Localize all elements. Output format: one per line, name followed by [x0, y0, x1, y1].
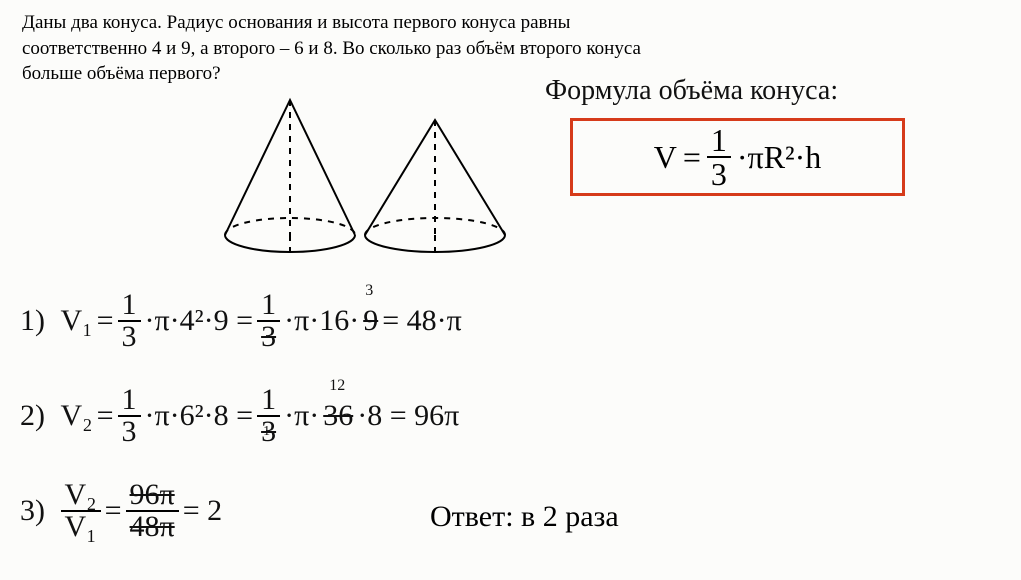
s1-var: V₁	[61, 304, 93, 338]
formula-title: Формула объёма конуса:	[545, 75, 838, 107]
s3-ratio: V₂ V₁	[61, 480, 101, 542]
equals: =	[683, 139, 701, 176]
f-den: 3	[118, 322, 141, 352]
f2-den: 3	[257, 322, 280, 352]
answer-text: в 2 раза	[521, 500, 619, 533]
f2-num: 1	[257, 385, 280, 417]
s3-label: 3)	[20, 494, 45, 528]
s1-eq: =	[97, 304, 114, 338]
s3-eq: =	[105, 494, 122, 528]
f-den: 3	[118, 417, 141, 447]
ratio-num: V₂	[61, 480, 101, 512]
formula-fraction: 1 3	[707, 124, 731, 190]
formula-rhs: ·πR²·h	[737, 139, 821, 176]
step-2: 2) V₂ = 1 3 ·π·6²·8 = 1 3 1 ·π· 36 12 ·8…	[20, 385, 459, 447]
formula-box: V = 1 3 ·πR²·h	[570, 118, 905, 196]
s2-frac2: 1 3 1	[257, 385, 280, 447]
f-num: 1	[118, 290, 141, 322]
s2-var: V₂	[61, 399, 93, 433]
answer: Ответ: в 2 раза	[430, 500, 619, 534]
s2-tail: ·8 = 96π	[357, 399, 459, 433]
s1-tail: = 48·π	[382, 304, 462, 338]
s1-label: 1)	[20, 304, 45, 338]
ratio-den: V₁	[61, 512, 101, 542]
s2-12: 12	[329, 377, 345, 395]
den-ann: 1	[263, 425, 270, 439]
s2-frac1: 1 3	[118, 385, 141, 447]
nine-strike: 9	[363, 304, 378, 337]
r2-num: 96π	[126, 480, 179, 512]
step-3: 3) V₂ V₁ = 96π 48π = 2	[20, 480, 222, 542]
nine-ann: 3	[365, 282, 373, 300]
s1-mid: ·π·4²·9 =	[145, 304, 254, 338]
s2-mid: ·π·6²·8 =	[145, 399, 254, 433]
f-num: 1	[118, 385, 141, 417]
s2-mid2: ·π·	[284, 399, 319, 433]
s1-mid2: ·π·16·	[284, 304, 359, 338]
f2-num: 1	[257, 290, 280, 322]
s3-ratio2: 96π 48π	[126, 480, 179, 542]
s2-label: 2)	[20, 399, 45, 433]
cones-diagram	[205, 95, 515, 265]
frac-den: 3	[707, 158, 731, 190]
r2-den: 48π	[126, 512, 179, 542]
s3-tail: = 2	[183, 494, 222, 528]
answer-label: Ответ:	[430, 500, 514, 533]
formula-lhs: V	[654, 139, 677, 176]
s1-frac1: 1 3	[118, 290, 141, 352]
s2-eq: =	[97, 399, 114, 433]
s2-36: 36	[323, 399, 353, 432]
step-1: 1) V₁ = 1 3 ·π·4²·9 = 1 3 ·π·16· 9 3 = 4…	[20, 290, 462, 352]
frac-num: 1	[707, 124, 731, 158]
s1-frac2: 1 3	[257, 290, 280, 352]
